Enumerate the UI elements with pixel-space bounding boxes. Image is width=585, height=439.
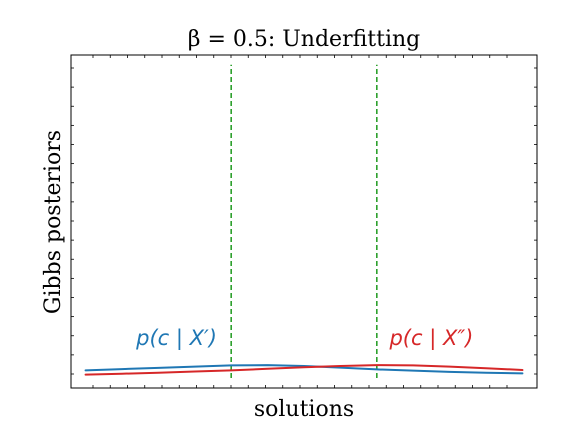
chart-title: β = 0.5: Underfitting (188, 27, 421, 52)
y-axis-label: Gibbs posteriors (41, 130, 66, 314)
series-annotation-2: p(c | X″) (388, 326, 473, 351)
series-line-1 (84, 364, 524, 375)
axis-ticks (71, 55, 537, 388)
series-line-2 (84, 364, 524, 376)
series-lines (84, 364, 524, 376)
x-axis-label: solutions (254, 397, 354, 422)
vertical-reference-lines (230, 64, 378, 378)
plot-area-frame (70, 54, 538, 389)
series-annotations: p(c | X′) p(c | X″) (135, 326, 473, 351)
series-annotation-1: p(c | X′) (135, 326, 217, 351)
